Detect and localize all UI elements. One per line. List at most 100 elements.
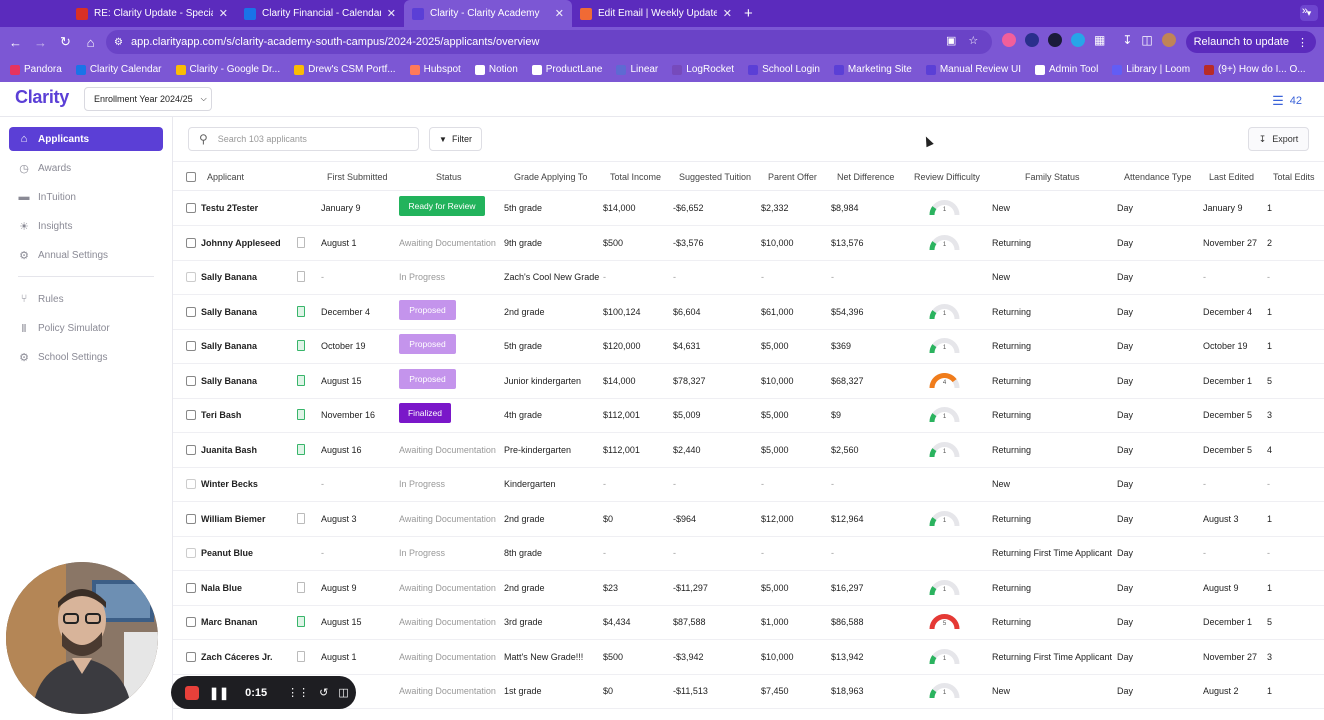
status-badge[interactable]: Proposed [399,368,456,389]
bookmark-item[interactable]: Marketing Site [833,64,912,75]
extension-icon[interactable] [1025,33,1039,47]
extension-icon[interactable] [1048,33,1062,47]
table-row[interactable]: Winter Becks - In Progress Kindergarten - - - -… [173,467,1324,502]
puzzle-icon[interactable]: ▦ [1094,33,1106,47]
sidebar-item-school-settings[interactable]: ⚙ School Settings [9,345,163,369]
document-icon[interactable] [297,650,305,662]
close-icon[interactable]: ✕ [218,8,228,20]
column-header[interactable]: Last Edited [1209,172,1255,182]
row-checkbox[interactable] [186,341,196,351]
table-row[interactable]: Peanut Blue - In Progress 8th grade - - - - Retu… [173,536,1324,571]
bookmark-item[interactable]: Admin Tool [1035,64,1098,75]
column-header[interactable]: Review Difficulty [914,172,980,182]
table-row[interactable]: Teri Bash November 16 Finalized 4th grade $1… [173,398,1324,433]
browser-tab[interactable]: Clarity Financial - Calendar - ✕ [236,0,404,27]
row-checkbox[interactable] [186,479,196,489]
row-checkbox[interactable] [186,203,196,213]
pause-icon[interactable]: ❚❚ [209,685,230,700]
bookmark-item[interactable]: Notion [474,64,518,75]
document-icon[interactable] [297,236,305,248]
document-icon[interactable] [297,409,305,420]
bookmark-item[interactable]: Drew's CSM Portf... [294,64,396,75]
sidebar-item-insights[interactable]: ☀ Insights [9,214,163,238]
cast-icon[interactable]: ▣ [946,35,957,47]
table-row[interactable]: Johnny Appleseed August 1 Awaiting Documen… [173,226,1324,261]
status-badge[interactable]: Ready for Review [399,196,485,216]
row-checkbox[interactable] [186,237,196,248]
sidebar-item-intuition[interactable]: ▬ InTuition [9,185,163,209]
column-header[interactable]: Grade Applying To [514,172,588,182]
bookmark-item[interactable]: ProductLane [531,64,602,75]
column-header[interactable]: First Submitted [327,172,388,182]
sidebar-item-rules[interactable]: ⑂ Rules [9,287,163,311]
close-icon[interactable]: ✕ [386,8,396,20]
table-row[interactable]: Awaiting Documentation 1st grade $0 -$11,51… [173,674,1324,709]
more-menu-icon[interactable]: ⋮ [1297,36,1308,49]
table-row[interactable]: Sally Banana December 4 Proposed 2nd grade $… [173,295,1324,330]
bookmark-item[interactable]: LogRocket [672,64,734,75]
relaunch-button[interactable]: Relaunch to update ⋮ [1185,31,1316,53]
column-header[interactable]: Parent Offer [768,172,817,182]
document-icon[interactable] [297,512,305,524]
restart-icon[interactable]: ↺ [319,687,329,699]
stop-recording-button[interactable] [185,685,199,700]
table-row[interactable]: Sally Banana October 19 Proposed 5th grade $… [173,329,1324,364]
row-checkbox[interactable] [186,272,196,282]
document-icon[interactable] [297,616,305,627]
table-row[interactable]: William Biemer August 3 Awaiting Documenta… [173,502,1324,537]
close-icon[interactable]: ✕ [722,8,732,20]
document-icon[interactable] [297,443,305,455]
table-row[interactable]: Sally Banana - In Progress Zach's Cool New … [173,260,1324,295]
column-header[interactable]: Status [436,172,462,182]
row-checkbox[interactable] [186,582,196,593]
new-tab-icon[interactable]: + [744,5,753,22]
column-header[interactable]: Suggested Tuition [679,172,752,182]
credits-counter[interactable]: ☰ 42 [1272,93,1302,109]
row-checkbox[interactable] [186,410,196,420]
table-row[interactable]: Nala Blue August 9 Awaiting Documentation 2… [173,571,1324,606]
enrollment-year-select[interactable]: Enrollment Year 2024/25 ⌵ [84,87,212,111]
bookmark-item[interactable]: Hubspot [409,64,461,75]
document-icon[interactable] [297,305,305,317]
filter-button[interactable]: ▼ Filter [429,127,482,151]
clarity-logo[interactable]: Clarity [15,87,69,107]
bookmark-item[interactable]: Library | Loom [1112,64,1190,75]
select-all-checkbox[interactable] [186,172,196,182]
row-checkbox[interactable] [186,548,196,558]
column-header[interactable]: Family Status [1025,172,1080,182]
sidebar-item-policy-simulator[interactable]: Ⅱ Policy Simulator [9,316,163,340]
sidebar-item-annual-settings[interactable]: ⚙ Annual Settings [9,243,163,267]
browser-tab[interactable]: Edit Email | Weekly Update - ✕ [572,0,740,27]
column-header[interactable]: Applicant [207,172,245,182]
home-icon[interactable]: ⌂ [86,34,95,50]
side-panel-icon[interactable]: ◫ [1141,33,1153,47]
grid-icon[interactable]: ⋮⋮ [287,687,310,699]
profile-avatar[interactable] [1161,33,1176,47]
close-icon[interactable]: ✕ [554,8,564,20]
bookmark-item[interactable]: Linear [616,64,658,75]
bookmarks-overflow-icon[interactable]: » [1301,5,1308,17]
column-header[interactable]: Total Income [610,172,662,182]
trash-icon[interactable]: ◫ [338,687,349,699]
row-checkbox[interactable] [186,617,196,627]
forward-icon[interactable]: → [34,34,47,50]
extension-icon[interactable] [1002,33,1016,47]
row-checkbox[interactable] [186,444,196,455]
table-row[interactable]: Testu 2Tester January 9 Ready for Review 5t… [173,191,1324,226]
bookmark-item[interactable]: (9+) How do I... O... [1204,64,1306,75]
status-badge[interactable]: Proposed [399,299,456,320]
row-checkbox[interactable] [186,651,196,662]
sidebar-item-awards[interactable]: ◷ Awards [9,156,163,180]
export-button[interactable]: ↧ Export [1248,127,1309,151]
table-row[interactable]: Marc Bnanan August 15 Awaiting Documentati… [173,605,1324,640]
extension-icon[interactable] [1071,33,1085,47]
url-field[interactable]: ⚙ app.clarityapp.com/s/clarity-academy-s… [106,30,992,54]
column-header[interactable]: Total Edits [1273,172,1315,182]
bookmark-item[interactable]: Pandora [10,64,62,75]
browser-tab[interactable]: Clarity - Clarity Academy ✕ [404,0,572,27]
site-info-icon[interactable]: ⚙ [114,36,123,48]
download-icon[interactable]: ↧ [1122,33,1133,47]
document-icon[interactable] [297,271,305,282]
bookmark-item[interactable]: Clarity Calendar [75,64,162,75]
row-checkbox[interactable] [186,375,196,386]
